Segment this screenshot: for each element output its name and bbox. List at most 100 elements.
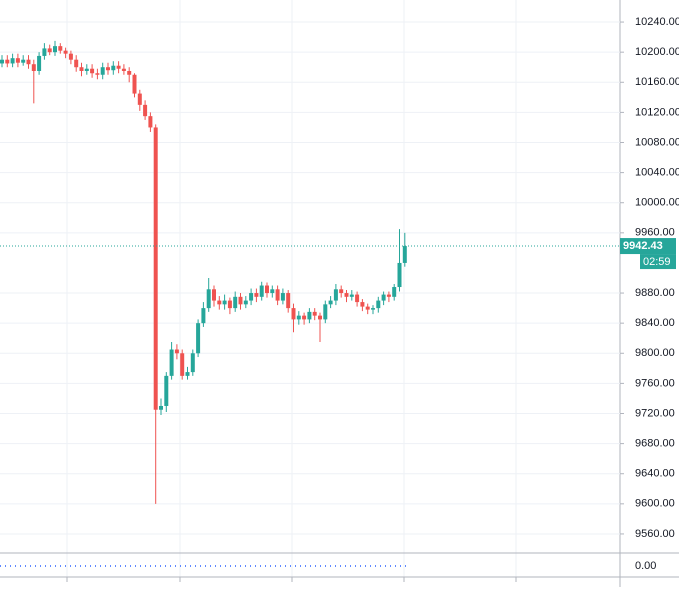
candle-body	[137, 93, 142, 105]
candle-body	[53, 46, 57, 53]
candle-body	[217, 300, 222, 305]
candle-body	[339, 289, 344, 294]
candle-body	[127, 70, 132, 75]
candle-body	[376, 300, 381, 309]
y-tick-label: 10120.00	[635, 106, 679, 118]
candle-body	[238, 296, 243, 305]
candle-body	[212, 289, 216, 301]
candle-body	[201, 308, 206, 324]
countdown-label: 02:59	[643, 256, 671, 268]
y-tick-label: 9600.00	[635, 498, 675, 510]
candle-body	[318, 315, 322, 320]
countdown-badge	[640, 254, 676, 270]
y-tick-label: 10040.00	[635, 167, 679, 179]
candle-body	[148, 116, 153, 128]
candle-body	[90, 68, 95, 74]
candle-body	[227, 300, 232, 309]
candle-body	[58, 46, 63, 51]
candle-body	[349, 294, 354, 297]
candle-body	[243, 300, 248, 305]
candle-body	[100, 67, 105, 75]
candle-body	[280, 293, 285, 301]
candle-body	[31, 64, 36, 71]
candle-body	[26, 59, 31, 65]
candle-body	[121, 68, 126, 71]
candle-body	[233, 296, 238, 309]
candle-body	[402, 246, 407, 263]
y-tick-label: 9960.00	[635, 227, 675, 239]
candle-body	[95, 73, 100, 75]
candle-body	[84, 68, 89, 71]
y-tick-label: 9760.00	[635, 377, 675, 389]
candle-body	[42, 48, 47, 56]
candle-body	[196, 323, 201, 354]
candle-body	[143, 104, 148, 117]
candle-body	[365, 306, 370, 310]
candle-body	[344, 293, 349, 297]
candle-body	[323, 304, 328, 320]
candle-body	[159, 405, 163, 410]
candle-body	[164, 375, 169, 406]
candle-body	[254, 293, 259, 297]
candle-body	[249, 293, 254, 301]
y-tick-label: 9800.00	[635, 347, 675, 359]
candle-body	[270, 289, 275, 294]
candle-body	[63, 50, 68, 54]
candle-body	[132, 74, 137, 94]
candle-body	[37, 55, 42, 71]
candle-body	[355, 294, 360, 303]
candle-body	[312, 311, 317, 316]
candle-body	[386, 294, 391, 297]
candle-body	[190, 353, 195, 373]
candle-body	[222, 300, 227, 305]
candle-body	[79, 67, 84, 71]
candle-body	[180, 353, 185, 376]
time-axis-ticks	[66, 577, 517, 582]
candle-body	[153, 127, 158, 410]
candle-body	[0, 59, 4, 64]
candle-body	[333, 289, 338, 301]
vertical-grid	[66, 0, 517, 577]
candle-body	[185, 372, 190, 376]
candle-body	[10, 58, 15, 64]
y-tick-label: 9840.00	[635, 317, 675, 329]
candle-body	[302, 315, 307, 320]
y-tick-label: 10160.00	[635, 76, 679, 88]
last-price-badge	[620, 238, 676, 255]
candle-body	[15, 58, 20, 63]
candle-body	[296, 315, 301, 320]
candles	[0, 40, 407, 504]
candle-body	[116, 65, 121, 69]
y-tick-label: 9880.00	[635, 287, 675, 299]
y-tick-label: 10080.00	[635, 136, 679, 148]
price-grid	[0, 21, 620, 535]
candle-body	[307, 311, 312, 320]
candle-body	[21, 59, 26, 63]
y-tick-label: 9560.00	[635, 528, 675, 540]
y-tick-label: 9680.00	[635, 438, 675, 450]
candle-body	[74, 59, 79, 68]
candle-body	[68, 53, 73, 60]
candle-body	[47, 48, 52, 53]
y-tick-label: 9720.00	[635, 407, 675, 419]
candle-body	[259, 285, 264, 297]
candle-body	[291, 308, 296, 320]
indicator-tick-label: 0.00	[635, 560, 656, 572]
candle-body	[169, 349, 174, 376]
candle-body	[360, 302, 365, 307]
y-tick-label: 10200.00	[635, 46, 679, 58]
candle-body	[371, 308, 375, 310]
candle-body	[206, 289, 211, 309]
candle-body	[397, 262, 402, 288]
candle-body	[286, 293, 291, 309]
candle-body	[328, 300, 333, 305]
candle-body	[5, 59, 10, 64]
candle-body	[265, 285, 269, 294]
candle-body	[381, 294, 386, 301]
last-price-label: 9942.43	[623, 240, 663, 252]
candle-body	[111, 65, 116, 71]
y-tick-label: 10000.00	[635, 197, 679, 209]
candle-body	[174, 349, 179, 354]
